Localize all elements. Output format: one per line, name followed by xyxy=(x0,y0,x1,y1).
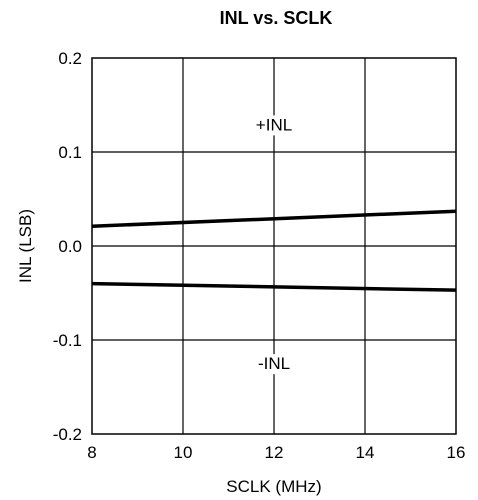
series-label: +INL xyxy=(256,115,292,134)
tick-labels: 8 10 12 14 16 -0.2 -0.1 0.0 0.1 0.2 xyxy=(53,49,466,462)
x-tick-label: 8 xyxy=(87,443,96,462)
series-labels: +INL -INL xyxy=(250,115,298,375)
x-tick-label: 10 xyxy=(174,443,193,462)
y-tick-label: 0.2 xyxy=(58,49,82,68)
y-tick-label: 0.1 xyxy=(58,143,82,162)
y-axis-label: INL (LSB) xyxy=(16,209,35,283)
series-line xyxy=(91,281,457,292)
series-line xyxy=(91,209,457,229)
series-label-backing xyxy=(250,354,298,375)
series-label-backing xyxy=(250,115,298,136)
x-tick-label: 14 xyxy=(356,443,375,462)
series-lines xyxy=(91,209,457,292)
x-axis-label: SCLK (MHz) xyxy=(226,477,321,496)
y-tick-label: -0.2 xyxy=(53,425,82,444)
y-tick-label: 0.0 xyxy=(58,237,82,256)
plot-frame xyxy=(91,57,457,435)
y-tick-label: -0.1 xyxy=(53,331,82,350)
x-tick-label: 12 xyxy=(265,443,284,462)
x-tick-label: 16 xyxy=(447,443,466,462)
chart-title: INL vs. SCLK xyxy=(220,8,333,28)
series-label: -INL xyxy=(258,354,290,373)
